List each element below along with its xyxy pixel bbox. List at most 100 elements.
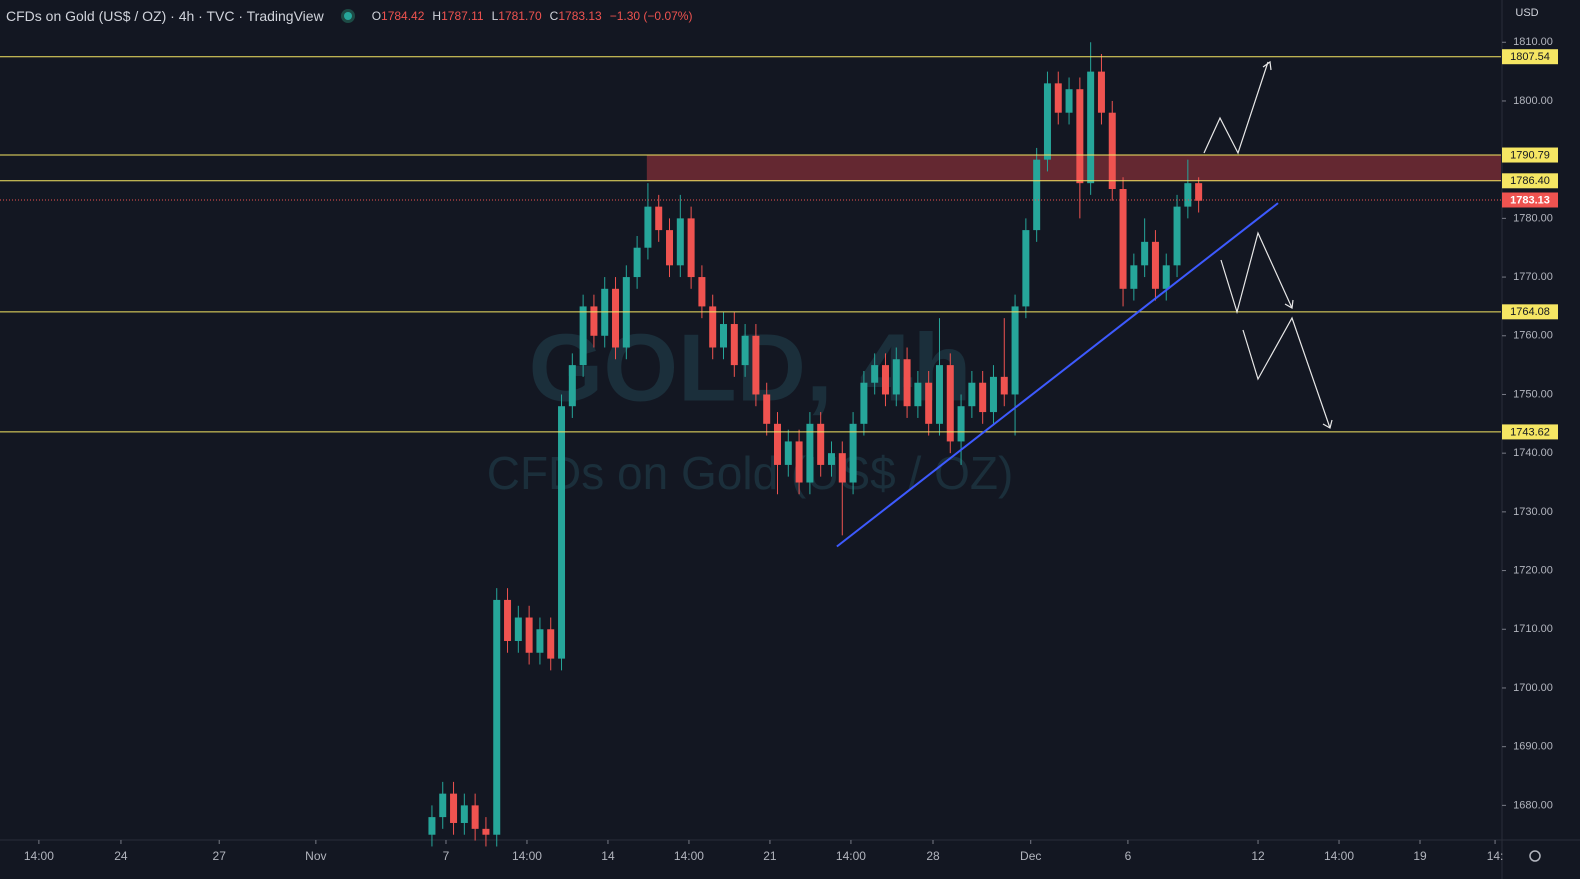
candle-body <box>925 382 933 424</box>
candle-body <box>914 382 922 407</box>
arrow-down <box>1220 231 1293 315</box>
candle-body <box>1130 265 1138 289</box>
candle-body <box>1162 265 1170 289</box>
candle-body <box>720 324 728 348</box>
x-tick-label: 7 <box>443 849 450 863</box>
status-dot <box>343 12 352 20</box>
candle-body <box>547 629 555 659</box>
ohlc-item: C1783.13 <box>550 9 602 23</box>
candle-body <box>871 365 879 383</box>
candle-body <box>946 365 954 442</box>
y-tick-label: 1760.00 <box>1513 330 1553 342</box>
arrow-up <box>1203 61 1269 155</box>
candle-body <box>666 230 674 266</box>
candle-body <box>730 324 738 366</box>
candle-body <box>709 306 717 348</box>
candle-body <box>504 599 512 642</box>
y-tick-label: 1780.00 <box>1513 212 1553 224</box>
ohlc-item: O1784.42 <box>372 9 425 23</box>
level-label: 1764.08 <box>1510 306 1550 318</box>
candle-body <box>1054 83 1062 113</box>
ohlc-label: C <box>549 9 559 23</box>
y-tick-label: 1770.00 <box>1513 271 1553 283</box>
candle-body <box>752 335 760 395</box>
arrowhead <box>1262 60 1272 71</box>
settings-icon[interactable] <box>1529 850 1541 862</box>
candle-body <box>687 218 695 278</box>
candle-body <box>795 441 803 483</box>
ohlc-item: H1787.11 <box>432 9 483 23</box>
candle-body <box>1076 89 1084 184</box>
arrow-down <box>1242 316 1331 429</box>
ohlc-label: O <box>371 9 382 23</box>
ohlc-value: 1784.42 <box>381 9 425 23</box>
candle-body <box>525 617 533 653</box>
candle-body <box>817 423 825 465</box>
candle-body <box>676 218 684 266</box>
level-label-bg <box>1502 173 1558 189</box>
x-tick-label: Nov <box>305 849 326 863</box>
candle-body <box>849 423 857 483</box>
candle-body <box>838 453 846 483</box>
candle-body <box>979 382 987 413</box>
candle-body <box>514 617 522 642</box>
candle-body <box>439 793 447 818</box>
candle-body <box>1065 89 1073 113</box>
candle-body <box>1173 206 1181 266</box>
y-tick-label: 1800.00 <box>1513 95 1553 107</box>
candle-body <box>860 382 868 424</box>
candle-body <box>1097 71 1105 113</box>
last-price-label: 1783.13 <box>1510 194 1550 206</box>
ohlc-value: 1781.70 <box>498 9 542 23</box>
candle-body <box>1195 183 1203 201</box>
x-tick-label: 14: <box>1487 849 1504 863</box>
x-tick-label: 12 <box>1251 849 1265 863</box>
candle-body <box>482 828 490 835</box>
level-label-bg <box>1502 49 1558 65</box>
candle-body <box>568 365 576 407</box>
candle-body <box>881 365 889 395</box>
ohlc-label: H <box>432 9 442 23</box>
arrowhead <box>1322 419 1333 429</box>
resistance-zone <box>646 155 1501 181</box>
candle-body <box>1087 71 1095 184</box>
candle-body <box>1119 189 1127 289</box>
y-tick-label: 1750.00 <box>1513 388 1553 400</box>
candle-body <box>1108 112 1116 190</box>
candle-body <box>903 359 911 407</box>
candle-body <box>935 365 943 424</box>
y-tick-label: 1720.00 <box>1513 564 1553 576</box>
candle-body <box>450 793 458 823</box>
candle-body <box>741 335 749 366</box>
level-label: 1790.79 <box>1510 149 1550 161</box>
ohlc-value: 1783.13 <box>558 9 602 23</box>
level-label: 1807.54 <box>1510 51 1550 63</box>
candle-body <box>1184 183 1192 207</box>
y-tick-label: 1700.00 <box>1513 682 1553 694</box>
level-label-bg <box>1502 424 1558 440</box>
currency: USD <box>1515 7 1538 19</box>
y-tick-label: 1730.00 <box>1513 506 1553 518</box>
candle-body <box>968 382 976 407</box>
x-tick-label: 19 <box>1413 849 1427 863</box>
y-tick-label: 1690.00 <box>1513 741 1553 753</box>
header: CFDs on Gold (US$ / OZ) · 4h · TVC · Tra… <box>6 8 692 24</box>
ohlc-value: 1787.11 <box>441 9 484 23</box>
trendline <box>836 202 1279 548</box>
watermark-description: CFDs on Gold (US$ / OZ) <box>487 447 1014 499</box>
y-tick-label: 1740.00 <box>1513 447 1553 459</box>
candle-body <box>698 277 706 307</box>
candle-body <box>827 453 835 465</box>
candle-body <box>558 406 566 659</box>
candle-body <box>763 394 771 424</box>
candle-body <box>493 599 501 835</box>
level-label: 1743.62 <box>1510 426 1550 438</box>
change: −1.30 (−0.07%) <box>609 9 693 23</box>
x-tick-label: 14:00 <box>1324 849 1354 863</box>
ohlc-item: L1781.70 <box>492 9 542 23</box>
level-label-bg <box>1502 147 1558 163</box>
candle-body <box>471 805 479 829</box>
candle-body <box>1000 376 1008 395</box>
